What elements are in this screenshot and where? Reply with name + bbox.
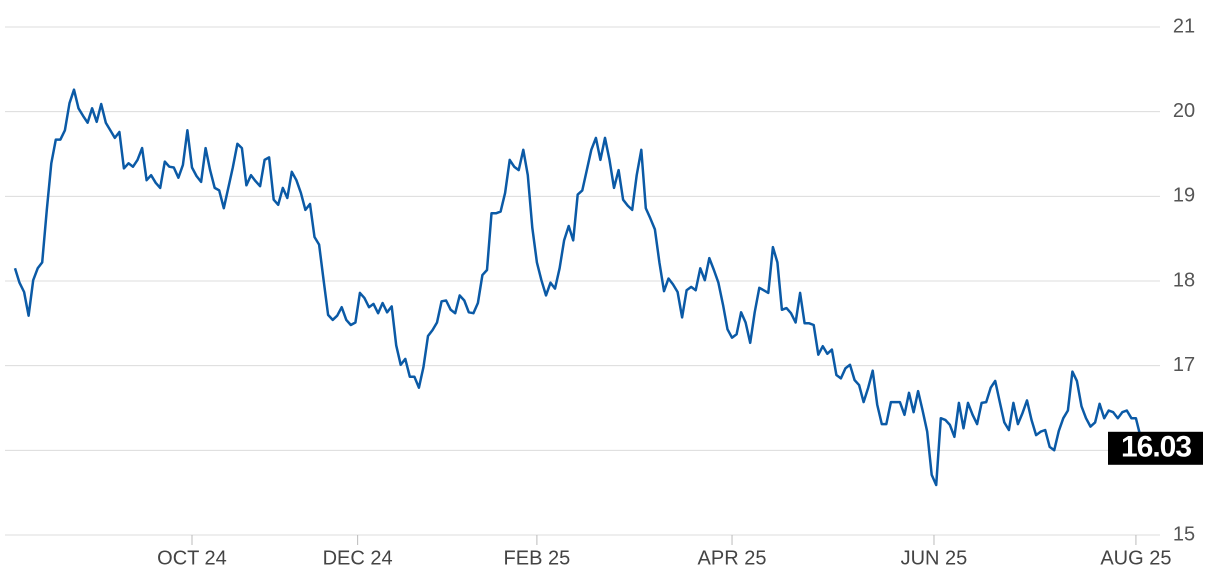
y-tick-label: 17 [1173, 354, 1195, 376]
y-tick-label: 21 [1173, 15, 1195, 37]
y-tick-label: 20 [1173, 100, 1195, 122]
x-tick-label: JUN 25 [901, 547, 968, 569]
last-value-badge [1108, 431, 1203, 465]
x-tick-label: DEC 24 [323, 547, 393, 569]
y-tick-label: 19 [1173, 185, 1195, 207]
price-line [13, 88, 1147, 487]
y-tick-label: 15 [1173, 523, 1195, 545]
x-tick-label: AUG 25 [1100, 547, 1171, 569]
last-value-label: 16.03 [1121, 431, 1191, 464]
y-tick-label: 18 [1173, 269, 1195, 291]
x-tick-label: FEB 25 [504, 547, 571, 569]
x-tick-label: APR 25 [698, 547, 767, 569]
x-tick-label: OCT 24 [157, 547, 227, 569]
